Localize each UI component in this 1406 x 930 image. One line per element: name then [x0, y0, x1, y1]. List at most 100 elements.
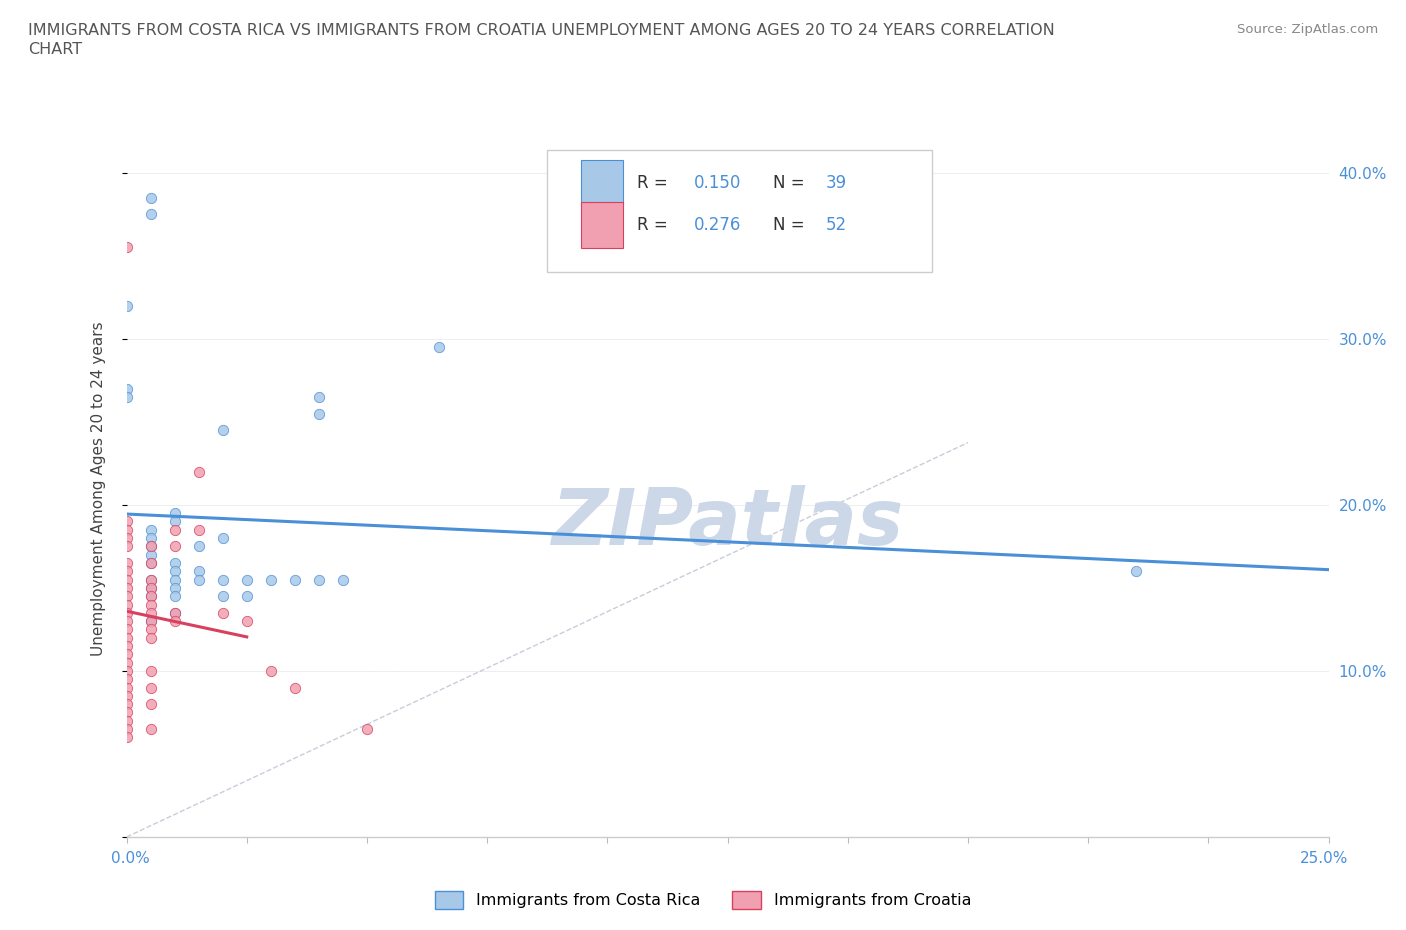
Point — [115, 680, 138, 695]
Point — [115, 705, 138, 720]
Point — [211, 531, 233, 546]
Text: 0.0%: 0.0% — [111, 851, 150, 866]
Point — [163, 614, 186, 629]
Point — [115, 531, 138, 546]
Text: 52: 52 — [827, 216, 848, 234]
Point — [115, 539, 138, 554]
Point — [139, 589, 162, 604]
Point — [284, 572, 307, 587]
Point — [235, 614, 259, 629]
Point — [139, 614, 162, 629]
Point — [115, 656, 138, 671]
Point — [139, 206, 162, 221]
Point — [115, 390, 138, 405]
Point — [284, 680, 307, 695]
Point — [139, 580, 162, 595]
Point — [163, 506, 186, 521]
Point — [163, 580, 186, 595]
Point — [163, 539, 186, 554]
Point — [115, 240, 138, 255]
Point — [308, 390, 330, 405]
Point — [139, 555, 162, 570]
Text: 0.276: 0.276 — [695, 216, 741, 234]
Point — [115, 639, 138, 654]
Point — [139, 523, 162, 538]
Point — [139, 580, 162, 595]
Point — [115, 572, 138, 587]
FancyBboxPatch shape — [581, 203, 623, 247]
Point — [115, 299, 138, 313]
Legend: Immigrants from Costa Rica, Immigrants from Croatia: Immigrants from Costa Rica, Immigrants f… — [426, 883, 980, 917]
Text: CHART: CHART — [28, 42, 82, 57]
Point — [115, 671, 138, 686]
Point — [187, 564, 209, 578]
Point — [139, 631, 162, 645]
Point — [211, 572, 233, 587]
Point — [115, 647, 138, 662]
Point — [139, 539, 162, 554]
Point — [332, 572, 354, 587]
Text: R =: R = — [637, 216, 673, 234]
Point — [139, 605, 162, 620]
Point — [115, 564, 138, 578]
Point — [260, 572, 283, 587]
Point — [115, 697, 138, 711]
Point — [139, 572, 162, 587]
Point — [115, 631, 138, 645]
Point — [187, 539, 209, 554]
Point — [139, 614, 162, 629]
Point — [115, 580, 138, 595]
Point — [115, 722, 138, 737]
Point — [163, 605, 186, 620]
Point — [139, 547, 162, 562]
Point — [163, 564, 186, 578]
Point — [115, 589, 138, 604]
Point — [115, 605, 138, 620]
Text: N =: N = — [773, 174, 810, 193]
Point — [211, 605, 233, 620]
Y-axis label: Unemployment Among Ages 20 to 24 years: Unemployment Among Ages 20 to 24 years — [91, 321, 105, 656]
Point — [163, 555, 186, 570]
Point — [308, 406, 330, 421]
Point — [235, 589, 259, 604]
Point — [139, 589, 162, 604]
Text: 25.0%: 25.0% — [1301, 851, 1348, 866]
Point — [139, 572, 162, 587]
Point — [163, 605, 186, 620]
Text: 39: 39 — [827, 174, 848, 193]
Point — [139, 597, 162, 612]
Point — [163, 572, 186, 587]
FancyBboxPatch shape — [547, 150, 932, 272]
Point — [139, 191, 162, 206]
Point — [139, 555, 162, 570]
Point — [139, 680, 162, 695]
Point — [115, 381, 138, 396]
Point — [356, 722, 378, 737]
Point — [139, 531, 162, 546]
Text: 0.150: 0.150 — [695, 174, 741, 193]
Point — [163, 523, 186, 538]
Text: IMMIGRANTS FROM COSTA RICA VS IMMIGRANTS FROM CROATIA UNEMPLOYMENT AMONG AGES 20: IMMIGRANTS FROM COSTA RICA VS IMMIGRANTS… — [28, 23, 1054, 38]
Point — [211, 422, 233, 438]
Point — [1125, 564, 1147, 578]
Point — [163, 514, 186, 529]
Point — [115, 622, 138, 637]
Point — [235, 572, 259, 587]
Point — [139, 697, 162, 711]
Point — [115, 514, 138, 529]
Point — [139, 663, 162, 678]
Point — [427, 339, 450, 354]
Text: Source: ZipAtlas.com: Source: ZipAtlas.com — [1237, 23, 1378, 36]
Text: R =: R = — [637, 174, 673, 193]
Point — [115, 523, 138, 538]
Point — [115, 663, 138, 678]
Point — [115, 597, 138, 612]
Point — [115, 555, 138, 570]
Point — [139, 622, 162, 637]
Point — [260, 663, 283, 678]
Point — [115, 713, 138, 728]
FancyBboxPatch shape — [581, 161, 623, 206]
Point — [139, 539, 162, 554]
Point — [308, 572, 330, 587]
Point — [187, 523, 209, 538]
